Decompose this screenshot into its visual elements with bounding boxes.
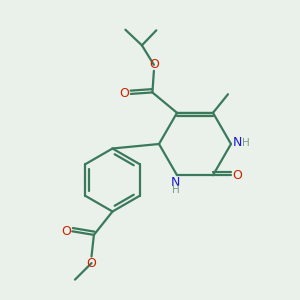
Text: O: O <box>119 87 129 101</box>
Text: O: O <box>87 256 96 270</box>
Text: N: N <box>233 136 242 149</box>
Text: O: O <box>149 58 159 71</box>
Text: N: N <box>171 176 180 189</box>
Text: O: O <box>233 169 242 182</box>
Text: H: H <box>242 137 250 148</box>
Text: H: H <box>172 185 179 195</box>
Text: O: O <box>61 225 70 238</box>
